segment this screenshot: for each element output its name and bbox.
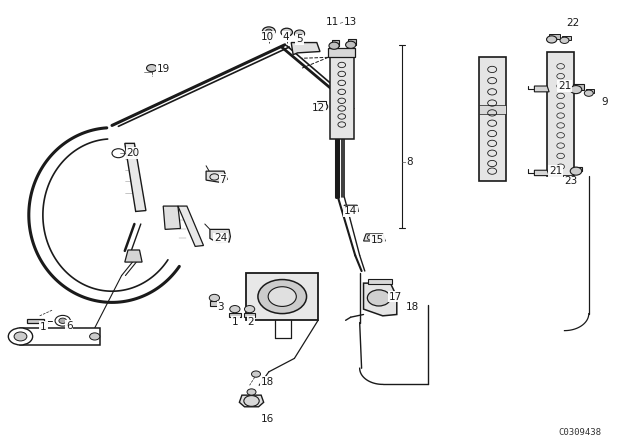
- Polygon shape: [586, 89, 594, 93]
- Text: 1: 1: [232, 317, 239, 327]
- Polygon shape: [348, 39, 356, 45]
- Bar: [20, 328, 100, 345]
- Polygon shape: [562, 36, 571, 40]
- Text: 20: 20: [127, 148, 140, 158]
- Text: 16: 16: [261, 414, 274, 424]
- Circle shape: [244, 396, 259, 406]
- Polygon shape: [534, 86, 549, 92]
- Text: 23: 23: [564, 177, 577, 186]
- Circle shape: [570, 86, 582, 94]
- Polygon shape: [239, 395, 264, 407]
- Text: C0309438: C0309438: [559, 428, 602, 437]
- Circle shape: [247, 389, 256, 395]
- Polygon shape: [178, 206, 204, 246]
- Polygon shape: [229, 313, 241, 317]
- Text: 10: 10: [261, 32, 274, 42]
- Polygon shape: [573, 84, 584, 90]
- Text: 21: 21: [549, 166, 562, 176]
- Text: 2: 2: [248, 317, 254, 327]
- Polygon shape: [573, 167, 582, 171]
- Circle shape: [266, 29, 272, 34]
- Text: 3: 3: [218, 302, 224, 312]
- Circle shape: [346, 41, 356, 48]
- Circle shape: [230, 306, 240, 313]
- Circle shape: [252, 371, 260, 377]
- Circle shape: [262, 27, 275, 36]
- Polygon shape: [332, 40, 339, 46]
- Text: 9: 9: [602, 97, 608, 107]
- Circle shape: [294, 30, 305, 37]
- Text: 12: 12: [312, 103, 325, 112]
- Text: 1: 1: [40, 322, 47, 332]
- Polygon shape: [534, 170, 549, 176]
- Circle shape: [570, 167, 582, 175]
- Polygon shape: [317, 101, 326, 107]
- Bar: [246, 273, 318, 320]
- Text: 18: 18: [261, 377, 274, 387]
- Circle shape: [281, 28, 292, 36]
- Circle shape: [147, 65, 157, 72]
- Text: 22: 22: [566, 18, 579, 28]
- Polygon shape: [210, 301, 219, 306]
- Circle shape: [209, 294, 220, 302]
- Text: 18: 18: [406, 302, 419, 312]
- Circle shape: [329, 42, 339, 49]
- Text: 15: 15: [371, 235, 384, 245]
- Polygon shape: [125, 250, 142, 262]
- Bar: [479, 57, 506, 181]
- Text: 13: 13: [344, 17, 357, 26]
- Polygon shape: [27, 319, 44, 323]
- Circle shape: [14, 332, 27, 341]
- Circle shape: [90, 333, 100, 340]
- Text: 6: 6: [66, 321, 72, 331]
- Text: 4: 4: [283, 32, 289, 42]
- Circle shape: [367, 290, 390, 306]
- Bar: [547, 52, 574, 176]
- Text: 21: 21: [558, 81, 571, 91]
- Polygon shape: [125, 143, 146, 211]
- Circle shape: [315, 102, 328, 111]
- Circle shape: [547, 36, 557, 43]
- Polygon shape: [343, 205, 358, 211]
- Polygon shape: [163, 206, 180, 229]
- Polygon shape: [364, 283, 397, 316]
- Text: 24: 24: [214, 233, 227, 243]
- Bar: [479, 105, 506, 114]
- Circle shape: [268, 287, 296, 306]
- Text: 5: 5: [296, 34, 303, 44]
- Polygon shape: [206, 171, 227, 183]
- Circle shape: [59, 318, 67, 323]
- Bar: [330, 57, 354, 139]
- Circle shape: [8, 328, 33, 345]
- Circle shape: [584, 90, 593, 96]
- Text: 11: 11: [326, 17, 339, 26]
- Text: 8: 8: [406, 157, 413, 167]
- Polygon shape: [291, 43, 320, 55]
- Text: 14: 14: [344, 207, 357, 216]
- Circle shape: [258, 280, 307, 314]
- Bar: [368, 279, 392, 284]
- Text: 7: 7: [220, 175, 226, 185]
- Circle shape: [244, 306, 255, 313]
- Polygon shape: [364, 234, 385, 241]
- Bar: [328, 48, 355, 57]
- Text: 19: 19: [157, 65, 170, 74]
- Polygon shape: [549, 34, 560, 39]
- Polygon shape: [244, 313, 255, 317]
- Circle shape: [560, 37, 569, 43]
- Text: 17: 17: [389, 292, 402, 302]
- Polygon shape: [210, 229, 230, 243]
